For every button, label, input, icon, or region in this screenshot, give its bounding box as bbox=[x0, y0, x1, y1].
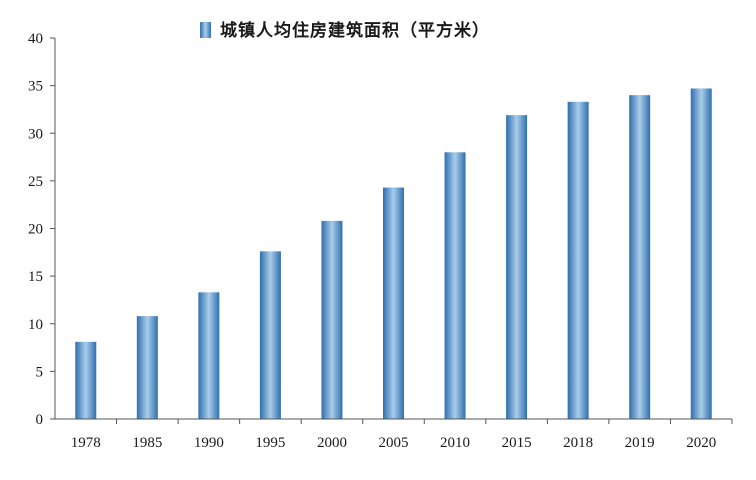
bar-1978 bbox=[75, 341, 97, 419]
x-tick-label: 1978 bbox=[71, 435, 101, 451]
x-tick-label: 1995 bbox=[255, 435, 285, 451]
bar-1995 bbox=[259, 251, 281, 419]
x-tick-label: 2020 bbox=[686, 435, 716, 451]
y-axis-ticks: 0 5 10 15 20 25 30 35 40 bbox=[28, 31, 55, 428]
legend-label: 城镇人均住房建筑面积（平方米） bbox=[220, 20, 490, 40]
x-tick-label: 2018 bbox=[563, 435, 593, 451]
y-tick-label: 40 bbox=[28, 31, 43, 47]
bar-2015 bbox=[506, 115, 528, 419]
y-tick-label: 30 bbox=[28, 126, 43, 142]
legend: 城镇人均住房建筑面积（平方米） bbox=[200, 20, 490, 40]
x-tick-label: 2010 bbox=[440, 435, 470, 451]
x-tick-label: 2005 bbox=[379, 435, 409, 451]
y-tick-label: 10 bbox=[28, 317, 43, 333]
bar-1985 bbox=[136, 316, 158, 419]
y-tick-label: 25 bbox=[28, 174, 43, 190]
bar-2000 bbox=[321, 220, 343, 419]
bar-1990 bbox=[198, 292, 220, 419]
y-tick-label: 0 bbox=[36, 412, 44, 428]
bar-2018 bbox=[567, 101, 589, 419]
bars bbox=[75, 88, 712, 420]
y-tick-label: 15 bbox=[28, 269, 43, 285]
x-tick-label: 2015 bbox=[502, 435, 532, 451]
bar-2005 bbox=[383, 187, 404, 419]
bar-2020 bbox=[690, 88, 712, 420]
y-tick-label: 5 bbox=[36, 364, 44, 380]
x-tick-label: 2019 bbox=[625, 435, 655, 451]
y-tick-label: 35 bbox=[28, 79, 43, 95]
legend-swatch bbox=[200, 22, 211, 38]
bar-2019 bbox=[629, 95, 651, 420]
x-tick-label: 2000 bbox=[317, 435, 347, 451]
x-tick-label: 1985 bbox=[132, 435, 162, 451]
x-axis-ticks: 1978 1985 1990 1995 2000 2005 2010 2015 2018 2019… bbox=[71, 419, 733, 451]
bar-2010 bbox=[444, 152, 466, 420]
x-tick-label: 1990 bbox=[194, 435, 224, 451]
y-tick-label: 20 bbox=[28, 222, 43, 238]
